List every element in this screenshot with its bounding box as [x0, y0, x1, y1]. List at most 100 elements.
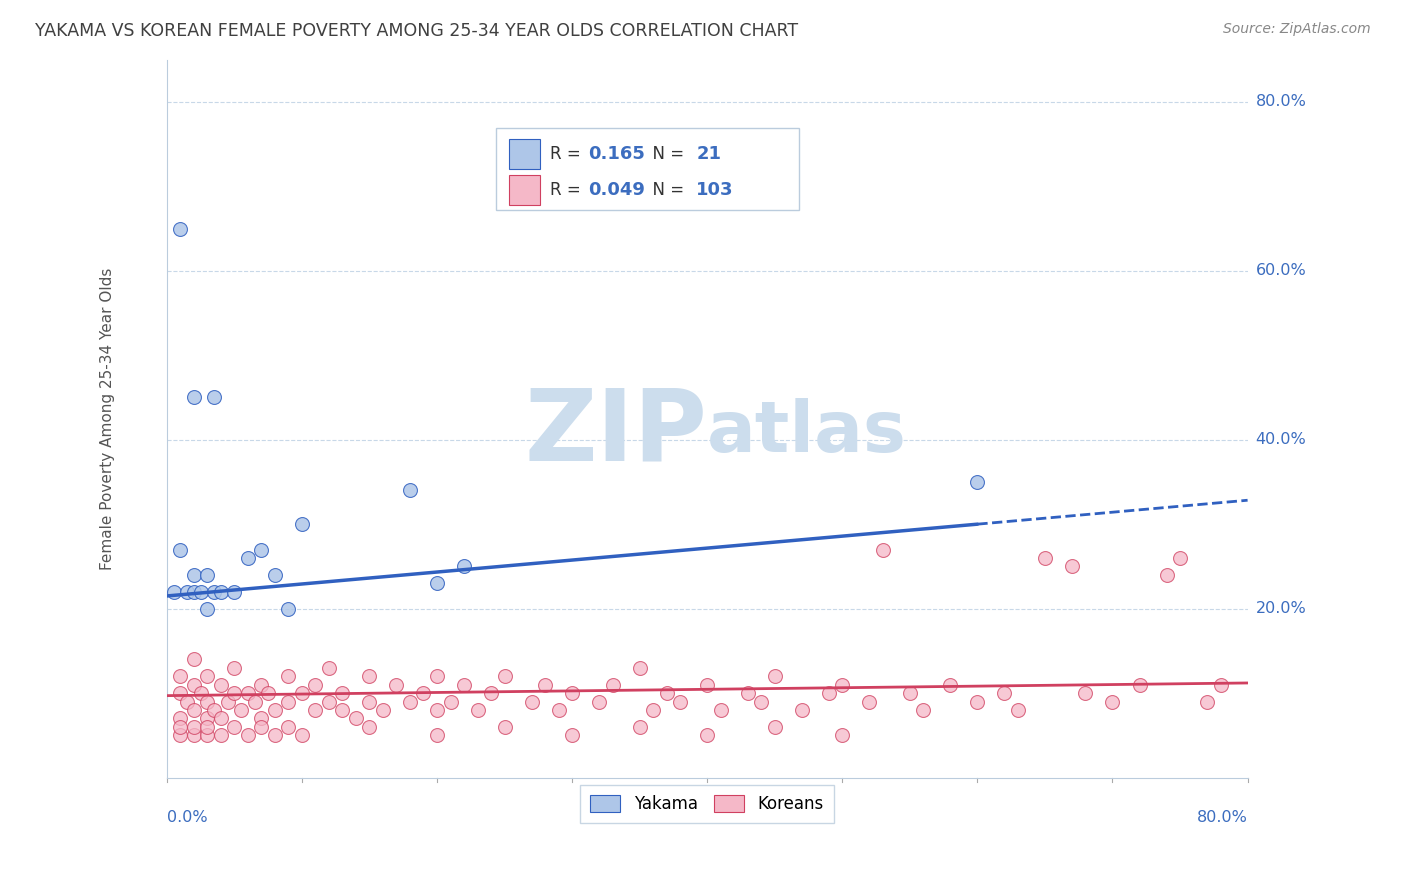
Point: [547, 703, 569, 717]
Point: [385, 678, 408, 692]
Text: 0.049: 0.049: [588, 181, 645, 199]
Point: [224, 584, 246, 599]
Point: [399, 483, 422, 498]
Point: [737, 686, 759, 700]
Point: [277, 669, 299, 683]
Point: [183, 391, 205, 405]
Point: [183, 652, 205, 666]
Point: [250, 711, 273, 725]
Point: [291, 728, 314, 742]
Point: [169, 542, 191, 557]
Point: [655, 686, 678, 700]
Point: [1074, 686, 1097, 700]
Point: [318, 694, 340, 708]
Point: [195, 669, 218, 683]
Point: [176, 584, 198, 599]
Point: [250, 678, 273, 692]
Point: [534, 678, 557, 692]
Point: [439, 694, 461, 708]
Point: [169, 711, 191, 725]
Text: N =: N =: [643, 145, 690, 163]
Text: 21: 21: [696, 145, 721, 163]
Point: [561, 686, 583, 700]
Point: [898, 686, 921, 700]
Point: [195, 728, 218, 742]
Point: [277, 601, 299, 615]
Point: [332, 686, 354, 700]
Point: [169, 728, 191, 742]
Point: [588, 694, 610, 708]
Point: [332, 703, 354, 717]
Point: [169, 669, 191, 683]
Point: [858, 694, 880, 708]
Point: [494, 720, 516, 734]
Point: [1033, 551, 1056, 566]
Point: [467, 703, 489, 717]
Point: [453, 559, 475, 574]
Point: [426, 703, 449, 717]
Point: [236, 551, 259, 566]
Point: [250, 720, 273, 734]
Point: [831, 728, 853, 742]
Text: R =: R =: [551, 145, 586, 163]
Point: [304, 678, 326, 692]
Point: [669, 694, 692, 708]
Text: N =: N =: [643, 181, 690, 199]
Point: [195, 694, 218, 708]
Bar: [509, 139, 540, 169]
Point: [479, 686, 502, 700]
Text: atlas: atlas: [707, 399, 907, 467]
Point: [426, 576, 449, 591]
Point: [236, 728, 259, 742]
Point: [1128, 678, 1150, 692]
Text: 0.0%: 0.0%: [167, 810, 208, 825]
Point: [209, 584, 232, 599]
Point: [195, 711, 218, 725]
Point: [263, 567, 285, 582]
Point: [412, 686, 434, 700]
Point: [202, 584, 225, 599]
Point: [195, 601, 218, 615]
Point: [817, 686, 839, 700]
Point: [371, 703, 394, 717]
Point: [236, 686, 259, 700]
Point: [183, 584, 205, 599]
Point: [243, 694, 266, 708]
Point: [628, 720, 651, 734]
Point: [229, 703, 252, 717]
Point: [1168, 551, 1191, 566]
Point: [169, 221, 191, 235]
Text: 80.0%: 80.0%: [1256, 95, 1306, 110]
Point: [912, 703, 935, 717]
Point: [790, 703, 813, 717]
Point: [359, 694, 381, 708]
Point: [250, 542, 273, 557]
Point: [183, 728, 205, 742]
Point: [993, 686, 1015, 700]
Text: 103: 103: [696, 181, 734, 199]
Text: 60.0%: 60.0%: [1256, 263, 1306, 278]
Point: [209, 678, 232, 692]
Point: [749, 694, 772, 708]
Point: [190, 584, 212, 599]
Point: [277, 694, 299, 708]
Point: [291, 517, 314, 532]
Point: [224, 720, 246, 734]
Point: [359, 720, 381, 734]
Point: [202, 703, 225, 717]
Point: [939, 678, 962, 692]
Point: [494, 669, 516, 683]
Point: [169, 686, 191, 700]
Point: [1209, 678, 1232, 692]
Text: Source: ZipAtlas.com: Source: ZipAtlas.com: [1223, 22, 1371, 37]
Point: [195, 567, 218, 582]
Point: [872, 542, 894, 557]
Point: [277, 720, 299, 734]
Point: [561, 728, 583, 742]
Point: [183, 567, 205, 582]
Point: [426, 728, 449, 742]
Point: [169, 720, 191, 734]
Point: [520, 694, 543, 708]
Point: [344, 711, 367, 725]
Point: [628, 661, 651, 675]
